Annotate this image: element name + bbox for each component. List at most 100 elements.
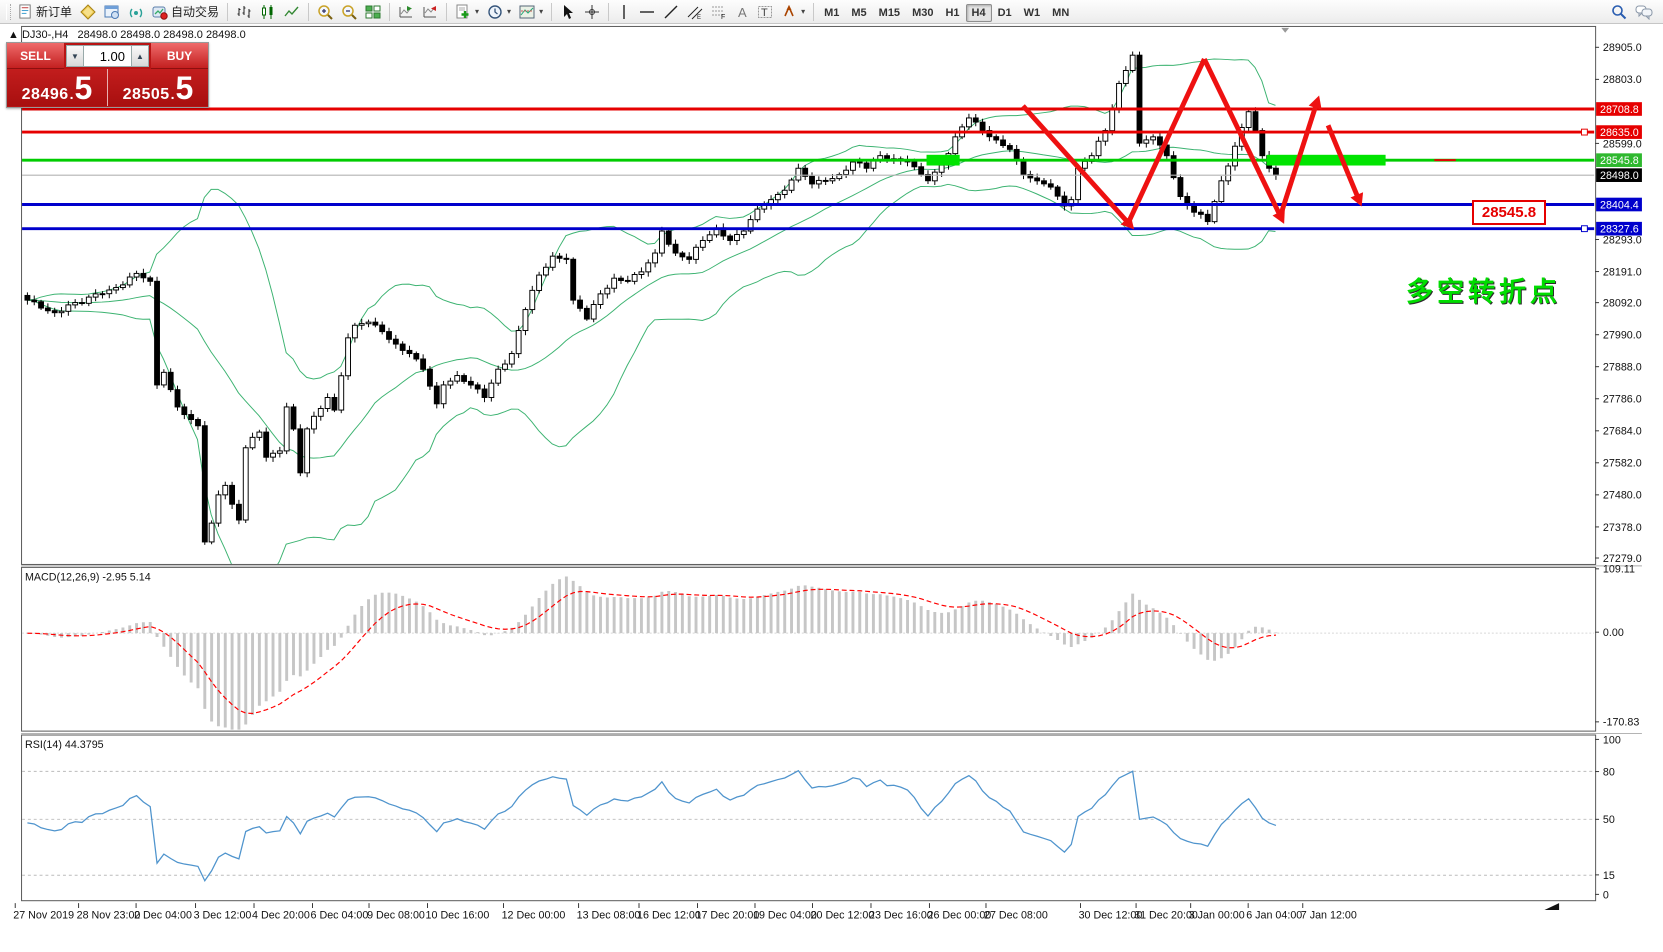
dropdown-arrow-icon: ▾ [539,7,544,16]
price-badge: 28404.4 [1596,197,1642,211]
svg-text:28498.0: 28498.0 [1600,170,1639,182]
price-badge: 28327.6 [1596,221,1642,236]
timeframe-button-h1[interactable]: H1 [945,6,960,19]
time-axis-label: 2 Dec 04:00 [134,910,192,922]
new-order-icon [19,4,31,19]
timeframe-button-m30[interactable]: M30 [912,6,934,19]
collapse-triangle-icon[interactable]: ▲ [8,29,22,41]
svg-text:27480.0: 27480.0 [1603,490,1642,502]
zoom-out-icon [342,4,357,20]
toolbar-separator [813,2,815,21]
timeframe-button-d1[interactable]: D1 [997,6,1012,19]
price-badge: 28708.8 [1596,102,1642,116]
zoom-in-button[interactable] [313,2,337,22]
one-click-trading-panel: SELL ▼ 1.00 ▲ BUY 28496 . 5 28505 . 5 [6,42,209,108]
sell-price[interactable]: 28496 . 5 [7,69,108,106]
hline-button[interactable] [635,2,659,22]
price-badge: 28545.8 [1596,153,1642,167]
svg-text:27378.0: 27378.0 [1603,522,1642,534]
arrows-icon [784,4,794,16]
time-axis-label: 27 Nov 2019 [13,910,74,922]
chart-shift-button[interactable] [418,2,442,22]
timeframe-bar: M1 M5 M15 M30 H1 H4 D1 W1 MN [818,3,1075,22]
time-axis-label: 7 Jan 12:00 [1301,910,1357,922]
green-highlight-bar [926,154,960,166]
shift-marker-top [1281,27,1290,33]
chart-canvas[interactable]: 28905.0 28803.0 28599.0 28293.0 28191.0 28092… [0,24,1663,947]
tile-windows-icon [365,5,381,18]
cn-note-text[interactable]: 多空转折点 [1406,277,1561,307]
price-annotation-box[interactable]: 28545.8 [1472,199,1546,225]
channel-button[interactable]: E [683,2,707,22]
cursor-icon [564,4,574,19]
timeframe-button-m1[interactable]: M1 [824,6,840,19]
sell-button[interactable]: SELL [7,43,64,69]
timeframe-button-mn[interactable]: MN [1052,6,1070,19]
dropdown-arrow-icon: ▾ [801,7,806,16]
period-button[interactable]: ▾ [483,2,515,22]
candlestick-chart-button[interactable] [256,2,280,22]
template-icon [519,5,535,18]
label-button[interactable]: T [753,2,777,22]
time-axis-label: 10 Dec 16:00 [426,910,490,922]
new-order-button[interactable]: 新订单 [14,2,76,22]
time-axis-label: 27 Dec 08:00 [984,910,1048,922]
chat-icon [1635,5,1653,20]
arrows-button[interactable]: ▾ [777,2,809,22]
svg-text:28708.8: 28708.8 [1600,104,1639,116]
rsi-label: RSI(14) 44.3795 [25,739,104,751]
time-axis-label: 12 Dec 00:00 [502,910,566,922]
bar-chart-button[interactable] [232,2,256,22]
toolbar-separator [551,2,553,21]
scroll-end-marker [1544,903,1560,910]
add-indicator-button[interactable]: ▾ [451,2,483,22]
main-toolbar: 新订单 自动交易 ▾ ▾ [0,0,1663,24]
label-icon: T [758,5,773,19]
dropdown-arrow-icon: ▾ [475,7,480,16]
svg-text:T: T [761,7,768,19]
text-button[interactable]: A [731,2,753,22]
zoom-out-button[interactable] [337,2,361,22]
trendline-button[interactable] [659,2,683,22]
search-button[interactable] [1607,2,1631,22]
svg-text:27786.0: 27786.0 [1603,394,1642,406]
svg-text:28092.0: 28092.0 [1603,298,1642,310]
buy-price-main: 28505 [122,86,170,103]
timeframe-button-m15[interactable]: M15 [878,6,901,19]
line-chart-button[interactable] [280,2,304,22]
timeframe-button-h4[interactable]: H4 [965,3,992,22]
timeframe-button-w1[interactable]: W1 [1023,6,1041,19]
svg-text:28404.4: 28404.4 [1600,199,1639,211]
autotrade-icon [152,6,168,20]
buy-price[interactable]: 28505 . 5 [108,69,208,106]
rsi-indicator [22,769,1595,882]
volume-input[interactable]: 1.00 [84,45,131,67]
svg-text:27990.0: 27990.0 [1603,330,1642,342]
autoscroll-button[interactable] [394,2,418,22]
chat-button[interactable] [1631,2,1657,22]
fibonacci-button[interactable]: F [707,2,731,22]
crosshair-button[interactable] [580,2,604,22]
data-window-button[interactable] [100,2,124,22]
sell-price-main: 28496 [21,86,69,103]
buy-button[interactable]: BUY [151,43,208,69]
time-axis-label: 4 Dec 20:00 [252,910,310,922]
template-button[interactable]: ▾ [515,2,547,22]
rsi-line [27,769,1277,882]
autotrade-button[interactable]: 自动交易 [148,2,223,22]
symbol-name: DJ30-,H4 [21,29,69,41]
price-badge: 28498.0 [1596,168,1642,182]
volume-decrease-button[interactable]: ▼ [66,45,84,67]
svg-text:A: A [738,5,747,20]
deposit-button[interactable] [76,2,100,22]
cursor-button[interactable] [556,2,580,22]
tile-windows-button[interactable] [361,2,385,22]
signal-button[interactable] [124,2,148,22]
volume-increase-button[interactable]: ▲ [131,45,149,67]
svg-text:28545.8: 28545.8 [1600,155,1639,167]
timeframe-button-m5[interactable]: M5 [851,6,867,19]
symbol-header: ▲ DJ30-,H4 28498.0 28498.0 28498.0 28498… [8,29,246,41]
time-axis-label: 9 Dec 08:00 [367,910,425,922]
toolbar-separator [308,2,310,21]
vline-button[interactable] [613,2,635,22]
